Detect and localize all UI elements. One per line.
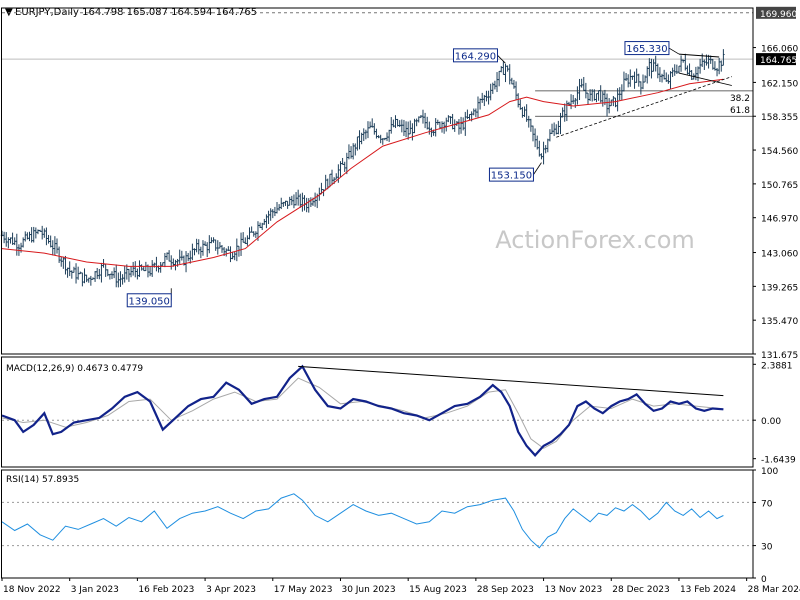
- fib-level-label: 61.8: [730, 106, 750, 116]
- macd-tick-label: 0.00: [761, 417, 781, 427]
- watermark-text: ActionForex.com: [495, 226, 695, 254]
- price-tick-label: 143.060: [761, 250, 798, 260]
- panel-frame: [1, 469, 754, 579]
- panel-frames: [1, 7, 754, 579]
- swing-label-box: [488, 167, 534, 182]
- swing-label-box: [126, 293, 172, 308]
- price-tick-label: 131.675: [761, 351, 798, 361]
- swing-label: 153.150: [491, 171, 532, 182]
- swing-label-box: [624, 41, 670, 56]
- swing-leader-line: [533, 162, 542, 175]
- fib-level-label: 38.2: [730, 94, 750, 104]
- rsi-panel: RSI(14) 57.8935 0 30 70 100: [1, 467, 778, 585]
- x-axis: 18 Nov 2022 3 Jan 2023 16 Feb 2023 3 Apr 20…: [1, 578, 800, 595]
- x-tick-label: 28 Dec 2023: [612, 585, 670, 595]
- last-price-tag: [756, 53, 796, 66]
- macd-line: [1, 364, 724, 457]
- trendline-resistance: [678, 53, 720, 58]
- x-tick-label: 3 Apr 2023: [206, 585, 256, 595]
- trendline-support: [556, 76, 732, 138]
- x-tick-label: 16 Feb 2023: [138, 585, 194, 595]
- price-tick-label: 166.060: [761, 45, 798, 55]
- price-tick-label: 135.470: [761, 317, 798, 327]
- swing-label: 164.290: [455, 51, 496, 62]
- swing-label-box: [452, 48, 498, 63]
- swing-leader-line: [668, 47, 680, 55]
- swing-label: 139.050: [129, 296, 170, 307]
- x-tick-label: 13 Nov 2023: [545, 585, 603, 595]
- x-tick-label: 28 Sep 2023: [477, 585, 534, 595]
- macd-trendline: [298, 365, 724, 397]
- rsi-tick-label: 0: [761, 575, 767, 585]
- rsi-line: [1, 493, 724, 549]
- x-tick-label: 18 Nov 2022: [3, 585, 61, 595]
- macd-tick-label: 2.3881: [761, 361, 793, 371]
- price-tick-label: 158.355: [761, 113, 798, 123]
- rsi-tick-label: 100: [761, 467, 778, 477]
- rsi-tick-label: 70: [761, 499, 773, 509]
- rsi-tick-label: 30: [761, 543, 773, 553]
- price-tick-label: 139.265: [761, 283, 798, 293]
- price-axis: 131.675 135.470 139.265 143.060 146.970 150.7…: [753, 6, 798, 361]
- price-tick-label: 154.560: [761, 147, 798, 157]
- price-panel: ▼ EURJPY,Daily 164.798 165.087 164.594 16…: [0, 6, 798, 361]
- x-tick-label: 28 Mar 2024: [748, 585, 800, 595]
- panel-frame: [1, 356, 754, 468]
- price-tick-label: 150.765: [761, 181, 798, 191]
- trendline-lower: [678, 72, 732, 86]
- swing-label: 165.330: [626, 44, 667, 55]
- last-price-tag-label: 164.765: [760, 56, 797, 66]
- price-tick-label: 146.970: [761, 215, 798, 225]
- swing-leader-line: [497, 55, 506, 64]
- rsi-label: RSI(14) 57.8935: [6, 475, 79, 485]
- moving-average-line: [1, 78, 724, 267]
- price-bars: [0, 49, 725, 288]
- price-tick-label: 162.150: [761, 79, 798, 89]
- x-tick-label: 3 Jan 2023: [71, 585, 119, 595]
- macd-panel: MACD(12,26,9) 0.4673 0.4779 -1.6439 0.00 2.…: [1, 361, 796, 466]
- macd-tick-label: -1.6439: [761, 456, 796, 466]
- x-tick-label: 30 Jun 2023: [341, 585, 395, 595]
- x-tick-label: 13 Feb 2024: [680, 585, 736, 595]
- macd-label: MACD(12,26,9) 0.4673 0.4779: [6, 364, 143, 374]
- resistance-tag: [756, 6, 796, 19]
- panel-frame: [1, 7, 754, 355]
- x-tick-label: 17 May 2023: [274, 585, 333, 595]
- x-tick-label: 15 Aug 2023: [409, 585, 467, 595]
- resistance-tag-label: 169.960: [760, 10, 797, 20]
